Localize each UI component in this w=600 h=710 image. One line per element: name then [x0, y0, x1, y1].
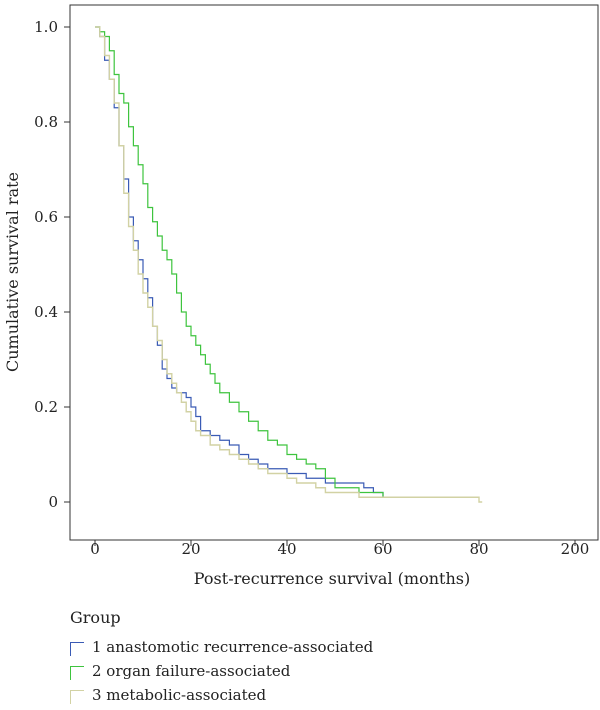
x-axis-ticks: 0 20 40 60 80 200	[90, 540, 589, 558]
legend-title: Group	[70, 608, 121, 627]
legend-label-2: 2 organ failure-associated	[92, 662, 291, 680]
legend-label-1: 1 anastomotic recurrence-associated	[92, 638, 374, 656]
y-axis-ticks: 0 0.2 0.4 0.6 0.8 1.0	[34, 18, 70, 511]
series-line-1	[95, 26, 398, 498]
legend-item: 1 anastomotic recurrence-associated	[70, 635, 570, 659]
x-tick-label: 20	[181, 540, 200, 558]
legend-swatch-1	[70, 642, 84, 656]
legend-swatch-2	[70, 666, 84, 680]
y-tick-label: 0.8	[34, 113, 58, 131]
x-tick-label: 40	[277, 540, 296, 558]
legend-swatch-3	[70, 690, 84, 704]
legend-label-3: 3 metabolic-associated	[92, 686, 267, 704]
x-tick-label: 80	[469, 540, 488, 558]
plot-frame	[69, 4, 599, 541]
legend: Group 1 anastomotic recurrence-associate…	[70, 608, 570, 707]
x-tick-label: 60	[373, 540, 392, 558]
series-lines	[95, 26, 483, 503]
y-tick-label: 0	[48, 493, 58, 511]
y-tick-label: 1.0	[34, 18, 58, 36]
legend-item: 3 metabolic-associated	[70, 683, 570, 707]
y-tick-label: 0.2	[34, 398, 58, 416]
legend-item: 2 organ failure-associated	[70, 659, 570, 683]
x-axis-title: Post-recurrence survival (months)	[194, 569, 470, 588]
x-tick-label: 0	[90, 540, 100, 558]
series-line-3	[95, 26, 483, 503]
y-tick-label: 0.4	[34, 303, 58, 321]
survival-chart: 0 0.2 0.4 0.6 0.8 1.0 0 20 40 60 80 200 Post-recur…	[3, 4, 599, 588]
y-tick-label: 0.6	[34, 208, 58, 226]
series-line-2	[95, 26, 475, 498]
y-axis-title: Cumulative survival rate	[3, 172, 22, 372]
x-tick-label: 200	[561, 540, 590, 558]
